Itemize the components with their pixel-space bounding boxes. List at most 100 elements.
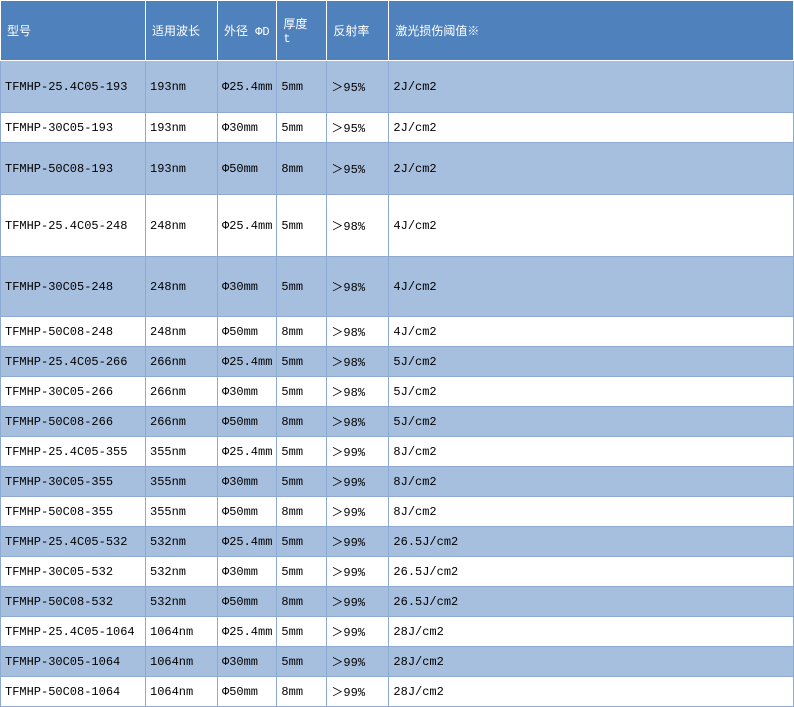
cell-thickness: 5mm: [277, 195, 327, 257]
table-body: TFMHP-25.4C05-193193nmΦ25.4mm5mm＞95%2J/c…: [1, 61, 794, 707]
cell-thickness: 5mm: [277, 557, 327, 587]
cell-wavelength: 266nm: [146, 377, 218, 407]
cell-damage: 2J/cm2: [389, 143, 794, 195]
cell-diameter: Φ50mm: [218, 677, 277, 707]
cell-model: TFMHP-30C05-266: [1, 377, 146, 407]
cell-wavelength: 193nm: [146, 143, 218, 195]
cell-wavelength: 355nm: [146, 497, 218, 527]
table-row: TFMHP-50C08-266266nmΦ50mm8mm＞98%5J/cm2: [1, 407, 794, 437]
cell-diameter: Φ50mm: [218, 317, 277, 347]
cell-reflectivity: ＞99%: [327, 497, 389, 527]
cell-model: TFMHP-30C05-1064: [1, 647, 146, 677]
cell-wavelength: 193nm: [146, 113, 218, 143]
cell-model: TFMHP-30C05-532: [1, 557, 146, 587]
cell-thickness: 8mm: [277, 407, 327, 437]
col-header-thickness: 厚度 t: [277, 1, 327, 61]
cell-reflectivity: ＞99%: [327, 437, 389, 467]
cell-thickness: 5mm: [277, 467, 327, 497]
cell-reflectivity: ＞98%: [327, 407, 389, 437]
cell-thickness: 5mm: [277, 377, 327, 407]
cell-damage: 5J/cm2: [389, 407, 794, 437]
col-header-reflectivity: 反射率: [327, 1, 389, 61]
cell-thickness: 5mm: [277, 347, 327, 377]
table-row: TFMHP-50C08-248248nmΦ50mm8mm＞98%4J/cm2: [1, 317, 794, 347]
cell-damage: 8J/cm2: [389, 437, 794, 467]
cell-wavelength: 248nm: [146, 317, 218, 347]
spec-table: 型号 适用波长 外径 ΦD 厚度 t 反射率 激光损伤阈值※ TFMHP-25.…: [0, 0, 794, 707]
cell-reflectivity: ＞95%: [327, 113, 389, 143]
cell-thickness: 5mm: [277, 617, 327, 647]
cell-wavelength: 248nm: [146, 195, 218, 257]
cell-reflectivity: ＞99%: [327, 617, 389, 647]
cell-diameter: Φ30mm: [218, 257, 277, 317]
table-row: TFMHP-30C05-248248nmΦ30mm5mm＞98%4J/cm2: [1, 257, 794, 317]
cell-reflectivity: ＞99%: [327, 467, 389, 497]
table-row: TFMHP-30C05-193193nmΦ30mm5mm＞95%2J/cm2: [1, 113, 794, 143]
cell-thickness: 5mm: [277, 61, 327, 113]
cell-damage: 28J/cm2: [389, 617, 794, 647]
cell-diameter: Φ25.4mm: [218, 347, 277, 377]
cell-thickness: 5mm: [277, 113, 327, 143]
col-header-damage: 激光损伤阈值※: [389, 1, 794, 61]
cell-damage: 26.5J/cm2: [389, 557, 794, 587]
cell-model: TFMHP-50C08-266: [1, 407, 146, 437]
cell-diameter: Φ30mm: [218, 557, 277, 587]
cell-reflectivity: ＞95%: [327, 143, 389, 195]
table-row: TFMHP-50C08-193193nmΦ50mm8mm＞95%2J/cm2: [1, 143, 794, 195]
cell-model: TFMHP-25.4C05-248: [1, 195, 146, 257]
cell-reflectivity: ＞98%: [327, 257, 389, 317]
table-row: TFMHP-30C05-266266nmΦ30mm5mm＞98%5J/cm2: [1, 377, 794, 407]
cell-diameter: Φ25.4mm: [218, 195, 277, 257]
cell-diameter: Φ50mm: [218, 497, 277, 527]
cell-damage: 2J/cm2: [389, 61, 794, 113]
cell-wavelength: 266nm: [146, 407, 218, 437]
cell-model: TFMHP-25.4C05-355: [1, 437, 146, 467]
cell-damage: 8J/cm2: [389, 497, 794, 527]
table-row: TFMHP-25.4C05-10641064nmΦ25.4mm5mm＞99%28…: [1, 617, 794, 647]
cell-wavelength: 532nm: [146, 587, 218, 617]
cell-diameter: Φ30mm: [218, 467, 277, 497]
cell-model: TFMHP-25.4C05-266: [1, 347, 146, 377]
table-row: TFMHP-50C08-10641064nmΦ50mm8mm＞99%28J/cm…: [1, 677, 794, 707]
cell-diameter: Φ50mm: [218, 143, 277, 195]
cell-thickness: 5mm: [277, 527, 327, 557]
cell-wavelength: 532nm: [146, 527, 218, 557]
cell-damage: 28J/cm2: [389, 647, 794, 677]
cell-wavelength: 248nm: [146, 257, 218, 317]
cell-thickness: 5mm: [277, 647, 327, 677]
col-header-model: 型号: [1, 1, 146, 61]
cell-diameter: Φ25.4mm: [218, 527, 277, 557]
cell-reflectivity: ＞99%: [327, 677, 389, 707]
cell-diameter: Φ30mm: [218, 647, 277, 677]
cell-damage: 8J/cm2: [389, 467, 794, 497]
cell-thickness: 5mm: [277, 257, 327, 317]
cell-damage: 28J/cm2: [389, 677, 794, 707]
cell-thickness: 8mm: [277, 497, 327, 527]
cell-wavelength: 266nm: [146, 347, 218, 377]
cell-diameter: Φ50mm: [218, 407, 277, 437]
cell-model: TFMHP-25.4C05-1064: [1, 617, 146, 647]
cell-reflectivity: ＞99%: [327, 527, 389, 557]
cell-model: TFMHP-50C08-355: [1, 497, 146, 527]
cell-model: TFMHP-50C08-532: [1, 587, 146, 617]
cell-model: TFMHP-25.4C05-193: [1, 61, 146, 113]
cell-damage: 4J/cm2: [389, 257, 794, 317]
cell-wavelength: 355nm: [146, 437, 218, 467]
table-row: TFMHP-25.4C05-532532nmΦ25.4mm5mm＞99%26.5…: [1, 527, 794, 557]
cell-damage: 5J/cm2: [389, 377, 794, 407]
col-header-wavelength: 适用波长: [146, 1, 218, 61]
cell-wavelength: 355nm: [146, 467, 218, 497]
cell-diameter: Φ30mm: [218, 113, 277, 143]
cell-reflectivity: ＞95%: [327, 61, 389, 113]
cell-model: TFMHP-30C05-193: [1, 113, 146, 143]
cell-diameter: Φ25.4mm: [218, 437, 277, 467]
cell-reflectivity: ＞98%: [327, 377, 389, 407]
cell-model: TFMHP-50C08-193: [1, 143, 146, 195]
cell-wavelength: 1064nm: [146, 617, 218, 647]
cell-damage: 5J/cm2: [389, 347, 794, 377]
cell-reflectivity: ＞99%: [327, 557, 389, 587]
cell-damage: 4J/cm2: [389, 317, 794, 347]
cell-damage: 26.5J/cm2: [389, 527, 794, 557]
cell-damage: 4J/cm2: [389, 195, 794, 257]
cell-model: TFMHP-30C05-248: [1, 257, 146, 317]
